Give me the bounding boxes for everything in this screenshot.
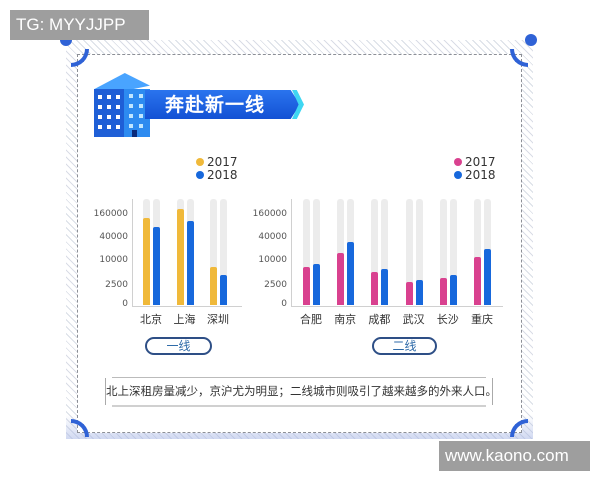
x-category-label: 北京 <box>140 313 162 326</box>
x-category-label: 合肥 <box>300 313 322 326</box>
bar-track <box>303 199 310 305</box>
bar-2018-3 <box>415 280 423 305</box>
bar-2017-4 <box>439 278 447 305</box>
bar-track <box>439 199 447 305</box>
y-tick-label: 2500 <box>105 280 128 290</box>
x-category-label: 上海 <box>173 313 196 326</box>
watermark-top-left: TG: MYYJJPP <box>10 10 149 40</box>
bar-track <box>381 199 389 305</box>
y-tick-label: 160000 <box>93 209 128 219</box>
banner-title: 奔赴新一线 <box>165 94 266 116</box>
bar-2018-1 <box>347 242 355 305</box>
bar-2017-5 <box>474 257 481 305</box>
bar-track <box>210 199 217 305</box>
tier1-pill-label: 一线 <box>145 337 212 355</box>
x-category-label: 南京 <box>334 313 357 326</box>
legend-dot-icon <box>454 158 462 166</box>
legend-item-2017: 2017 <box>454 156 496 169</box>
bar-2018-2 <box>381 269 389 305</box>
legend-dot-icon <box>196 158 204 166</box>
bar-track <box>371 199 379 305</box>
bar-2018-0 <box>153 227 160 305</box>
bar-track <box>220 199 227 305</box>
y-tick-label: 0 <box>122 299 128 309</box>
y-tick-label: 10000 <box>258 255 287 265</box>
legend-dot-icon <box>454 171 462 179</box>
y-tick-label: 2500 <box>264 280 287 290</box>
y-axis-line <box>291 199 292 306</box>
y-tick-label: 0 <box>281 299 287 309</box>
legend-dot-icon <box>196 171 204 179</box>
corner-dot-top-right <box>525 34 537 46</box>
bar-2017-1 <box>337 253 345 305</box>
x-axis-line <box>291 306 503 307</box>
bar-2017-2 <box>210 267 217 305</box>
legend-item-2018: 2018 <box>454 169 496 182</box>
caption-bottom-rule <box>112 405 486 407</box>
bar-2018-1 <box>186 221 194 305</box>
y-tick-label: 40000 <box>258 232 287 242</box>
legend-label: 2017 <box>465 155 496 169</box>
y-tick-label: 160000 <box>252 209 287 219</box>
legend-label: 2018 <box>465 168 496 182</box>
bar-2017-0 <box>143 218 150 305</box>
bar-2017-0 <box>303 267 310 305</box>
bar-track <box>405 199 413 305</box>
bar-track <box>449 199 457 305</box>
x-category-label: 深圳 <box>207 313 229 326</box>
x-category-label: 长沙 <box>436 313 459 326</box>
legend-item-2017: 2017 <box>196 156 238 169</box>
legend-label: 2017 <box>207 155 238 169</box>
caption-top-rule <box>112 377 486 378</box>
x-category-label: 成都 <box>368 313 391 326</box>
legend-right: 2017 2018 <box>454 156 496 182</box>
bar-2017-1 <box>176 209 184 305</box>
bar-track <box>474 199 481 305</box>
y-tick-label: 40000 <box>99 232 128 242</box>
bar-2018-0 <box>313 264 320 305</box>
bar-2018-4 <box>449 275 457 305</box>
watermark-bottom-right: www.kaono.com <box>439 441 590 471</box>
bar-track <box>337 199 345 305</box>
bar-2017-3 <box>405 282 413 305</box>
tier2-pill-label: 二线 <box>372 337 437 355</box>
y-axis-line <box>132 199 133 306</box>
bar-track <box>313 199 320 305</box>
legend-left: 2017 2018 <box>196 156 238 182</box>
x-axis-line <box>132 306 242 307</box>
bar-2018-5 <box>484 249 491 305</box>
legend-label: 2018 <box>207 168 238 182</box>
x-category-label: 武汉 <box>402 313 425 326</box>
legend-item-2018: 2018 <box>196 169 238 182</box>
bar-2017-2 <box>371 272 379 305</box>
bar-track <box>415 199 423 305</box>
title-banner <box>145 90 300 119</box>
y-tick-label: 10000 <box>99 255 128 265</box>
caption-text: 北上深租房量减少，京沪尤为明显；二线城市则吸引了越来越多的外来人口。 <box>105 378 493 405</box>
x-category-label: 重庆 <box>471 313 493 326</box>
bar-2018-2 <box>220 275 227 305</box>
